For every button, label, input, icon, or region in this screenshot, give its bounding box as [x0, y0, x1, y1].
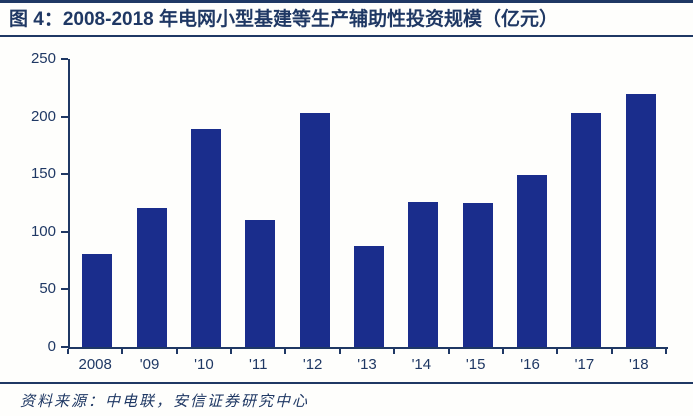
- x-axis-tick: [230, 349, 233, 354]
- bar-chart: 0 50 100 150 200 250 2008 '09 '10 '11 '12 '13 '14 '15…: [0, 45, 693, 382]
- bar-16: [517, 175, 548, 347]
- x-tick-label: '11: [249, 356, 268, 373]
- bar-2008: [82, 253, 113, 347]
- plot-area: [68, 59, 668, 349]
- bar-09: [136, 207, 167, 347]
- x-axis-tick: [665, 349, 667, 354]
- x-tick-label: '15: [465, 356, 486, 373]
- x-axis-tick: [447, 349, 450, 354]
- bar-18: [625, 93, 656, 347]
- x-tick-label: '09: [139, 356, 160, 373]
- x-axis-tick: [338, 349, 341, 354]
- y-tick-label: 200: [30, 107, 56, 125]
- y-tick-label: 100: [30, 222, 56, 240]
- bar-14: [408, 201, 439, 347]
- y-axis-tick: [61, 115, 68, 118]
- y-axis-tick: [61, 173, 68, 176]
- y-tick-label: 0: [47, 338, 56, 355]
- x-axis-tick: [610, 349, 613, 354]
- x-axis-tick: [175, 349, 178, 354]
- x-tick-label: '16: [520, 356, 540, 373]
- x-tick-label: '14: [411, 356, 432, 373]
- y-axis-tick: [61, 230, 68, 233]
- x-axis-tick: [284, 349, 287, 354]
- y-tick-label: 150: [30, 165, 56, 183]
- x-axis-tick: [556, 349, 559, 354]
- x-tick-label: '13: [357, 356, 377, 373]
- x-tick-label: '12: [302, 356, 323, 373]
- y-tick-label: 50: [39, 280, 56, 298]
- y-axis-tick: [61, 288, 68, 291]
- source-note: 资料来源：中电联，安信证券研究中心: [20, 394, 310, 410]
- bar-13: [354, 245, 384, 347]
- bar-17: [571, 113, 602, 347]
- bar-15: [462, 203, 493, 347]
- figure-title: 图 4：2008-2018 年电网小型基建等生产辅助性投资规模（亿元）: [0, 0, 693, 37]
- x-tick-label: '18: [629, 356, 649, 373]
- x-axis-tick: [67, 349, 69, 354]
- x-axis-tick: [121, 349, 124, 354]
- footer-divider: [0, 382, 693, 384]
- x-axis-tick: [501, 349, 504, 354]
- bar-10: [190, 129, 221, 347]
- x-tick-label: '10: [194, 356, 214, 373]
- y-tick-label: 250: [30, 50, 56, 67]
- y-axis-tick: [61, 58, 68, 60]
- y-axis-tick: [61, 346, 68, 348]
- x-tick-label: 2008: [78, 356, 112, 373]
- x-tick-label: '17: [574, 356, 595, 373]
- bar-12: [299, 113, 330, 347]
- x-axis-tick: [393, 349, 396, 354]
- bar-11: [245, 220, 276, 347]
